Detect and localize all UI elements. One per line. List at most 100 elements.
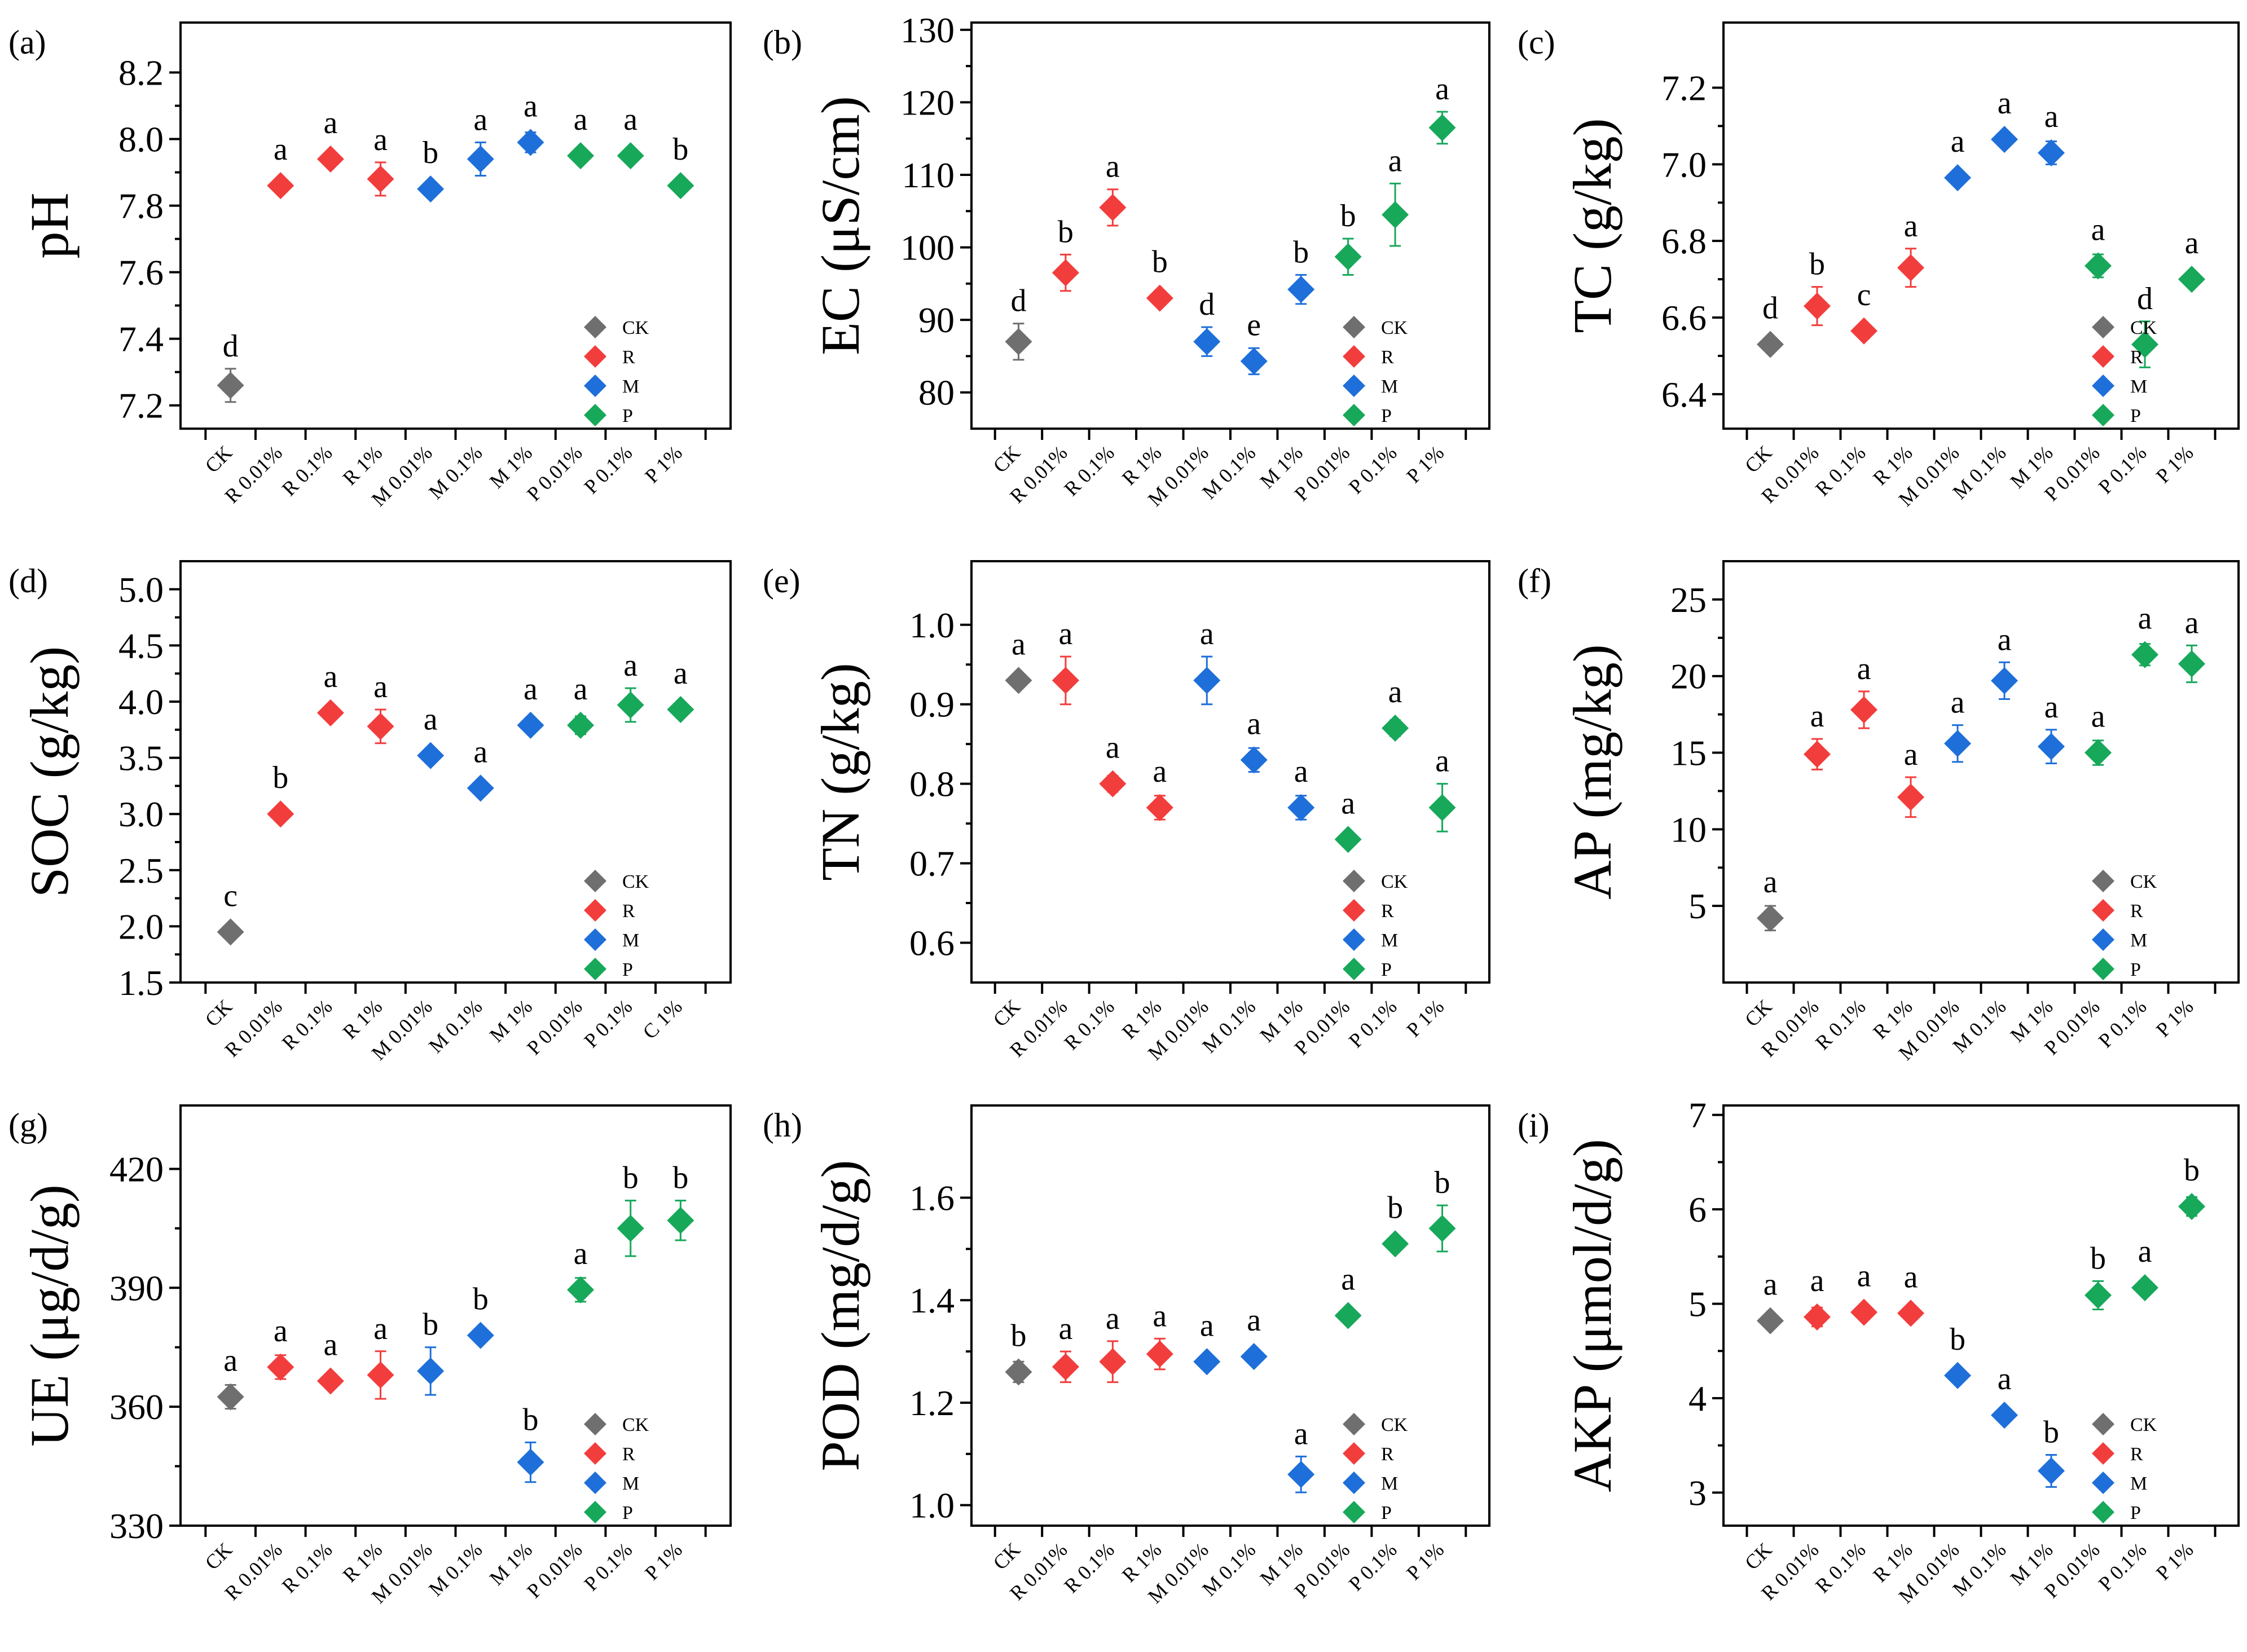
data-point-P — [567, 142, 595, 170]
legend-marker-CK — [584, 316, 606, 338]
data-point-P — [2085, 739, 2112, 766]
significance-letter: a — [1388, 675, 1402, 710]
data-point-P — [1428, 794, 1456, 821]
significance-letter: a — [473, 102, 487, 137]
data-point-M — [2038, 733, 2065, 760]
y-tick-label: 90 — [918, 300, 955, 340]
legend-label-R: R — [622, 347, 635, 368]
significance-letter: a — [2044, 99, 2059, 134]
data-point-P — [1382, 1230, 1409, 1258]
significance-letter: a — [574, 102, 588, 137]
data-point-R — [1099, 770, 1127, 798]
data-point-CK — [1005, 1358, 1032, 1386]
panel-label: (c) — [1518, 24, 1555, 61]
y-tick-label: 4.0 — [118, 682, 164, 722]
x-tick-label: P 1% — [1402, 995, 1448, 1041]
data-point-R — [1052, 259, 1079, 287]
significance-letter: a — [1153, 754, 1167, 789]
significance-letter: b — [672, 1161, 688, 1196]
y-axis-label: SOC (g/kg) — [19, 646, 80, 897]
legend-label-P: P — [1381, 1503, 1392, 1523]
data-point-R — [1897, 254, 1924, 281]
x-tick-label: M 0.1% — [424, 441, 486, 503]
significance-letter: a — [473, 734, 487, 769]
y-tick-label: 4.5 — [118, 625, 164, 666]
data-point-M — [2038, 1457, 2065, 1484]
legend-marker-CK — [1343, 1413, 1365, 1435]
data-point-R — [367, 165, 394, 193]
legend-label-CK: CK — [622, 318, 649, 338]
legend-marker-M — [1343, 1472, 1365, 1494]
y-tick-label: 110 — [902, 155, 955, 195]
significance-letter: c — [1857, 277, 1871, 312]
y-tick-label: 8.2 — [118, 53, 164, 93]
significance-letter: b — [1152, 245, 1168, 280]
legend-label-M: M — [2130, 1473, 2147, 1494]
y-tick-label: 3.0 — [118, 794, 164, 834]
data-point-R — [1099, 193, 1127, 221]
legend-label-CK: CK — [622, 1415, 649, 1435]
legend-marker-M — [1343, 375, 1365, 397]
significance-letter: b — [272, 760, 288, 795]
y-tick-label: 8.0 — [118, 120, 164, 160]
data-point-R — [1804, 1303, 1831, 1331]
legend-marker-P — [584, 1501, 606, 1523]
significance-letter: a — [1012, 627, 1026, 662]
data-point-M — [467, 1321, 494, 1349]
data-point-P — [617, 142, 644, 170]
data-point-R — [367, 712, 394, 740]
legend-label-P: P — [2130, 1503, 2141, 1523]
data-point-P — [2178, 650, 2205, 677]
plot-frame — [1722, 1104, 2240, 1527]
significance-letter: a — [2138, 1234, 2152, 1269]
legend-marker-M — [584, 375, 606, 397]
legend-label-CK: CK — [622, 871, 649, 892]
y-tick-label: 10 — [1670, 809, 1707, 849]
legend-label-M: M — [1381, 1473, 1398, 1494]
data-point-P — [2178, 266, 2205, 293]
data-point-R — [1052, 1353, 1079, 1381]
data-point-M — [1193, 667, 1221, 694]
x-tick-label: P 0.1% — [1344, 1538, 1401, 1595]
data-point-P — [2178, 1193, 2205, 1221]
significance-letter: b — [1340, 199, 1356, 234]
legend-marker-R — [1343, 899, 1365, 922]
legend-label-R: R — [2130, 901, 2143, 922]
x-tick-label: P 1% — [640, 1538, 687, 1584]
data-point-R — [1850, 1298, 1877, 1326]
y-tick-label: 4 — [1688, 1378, 1707, 1418]
data-point-M — [417, 175, 445, 203]
legend-marker-M — [1343, 928, 1365, 951]
significance-letter: a — [373, 1311, 388, 1346]
significance-letter: b — [2184, 1153, 2200, 1188]
x-tick-label: M 0.1% — [1948, 995, 2010, 1057]
significance-letter: a — [623, 102, 637, 137]
significance-letter: d — [1762, 291, 1778, 326]
y-axis-label: EC (μS/cm) — [810, 96, 870, 355]
significance-letter: a — [623, 648, 637, 683]
data-point-M — [1287, 276, 1315, 303]
significance-letter: a — [373, 669, 388, 704]
data-point-CK — [1005, 667, 1032, 694]
data-point-CK — [1757, 904, 1784, 932]
y-tick-label: 1.5 — [118, 963, 164, 1003]
y-tick-label: 0.6 — [909, 923, 955, 963]
legend-marker-R — [1343, 345, 1365, 368]
significance-letter: d — [2137, 281, 2153, 316]
legend-marker-P — [1343, 1501, 1365, 1523]
y-tick-label: 0.8 — [909, 764, 955, 804]
panel-label: (h) — [763, 1107, 802, 1144]
y-tick-label: 3.5 — [118, 738, 164, 778]
y-tick-label: 7.2 — [118, 386, 164, 426]
data-point-P — [2131, 1274, 2158, 1302]
data-point-P — [667, 695, 694, 723]
data-point-M — [517, 129, 544, 156]
significance-letter: a — [1200, 1308, 1214, 1343]
legend-marker-CK — [584, 1413, 606, 1435]
legend-label-M: M — [1381, 376, 1398, 397]
y-axis-label: AP (mg/kg) — [1562, 644, 1622, 899]
data-point-P — [1382, 714, 1409, 742]
y-tick-label: 420 — [109, 1149, 164, 1189]
